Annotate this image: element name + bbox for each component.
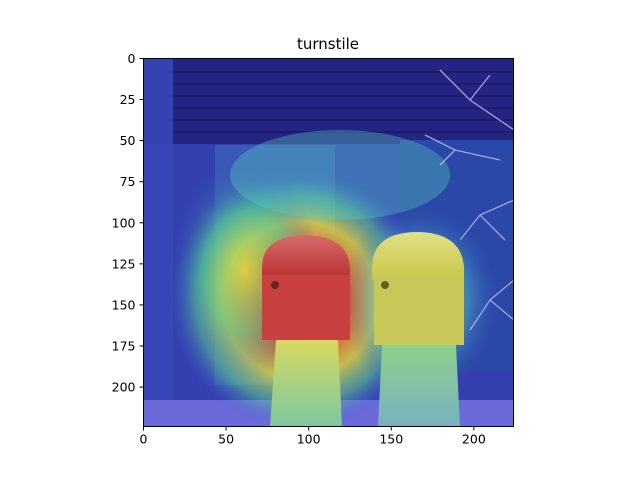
x-tick-label: 100 bbox=[297, 432, 321, 447]
tree-branches bbox=[424, 69, 514, 331]
shutter bbox=[143, 59, 514, 144]
building-edge bbox=[143, 59, 173, 427]
y-tick-label: 50 bbox=[120, 133, 136, 148]
shutter-slats bbox=[170, 71, 514, 133]
y-tick-label: 175 bbox=[112, 339, 136, 354]
x-tick-label: 150 bbox=[379, 432, 403, 447]
y-tick-label: 100 bbox=[112, 215, 136, 230]
parking-meter-left bbox=[262, 235, 350, 427]
y-axis: 0 25 50 75 100 125 150 175 200 bbox=[112, 51, 144, 395]
x-tick-label: 0 bbox=[140, 432, 148, 447]
heatmap-image bbox=[143, 59, 514, 427]
y-tick-label: 200 bbox=[112, 380, 136, 395]
y-tick-label: 75 bbox=[120, 174, 136, 189]
x-tick-label: 50 bbox=[218, 432, 234, 447]
parking-meter-right bbox=[372, 232, 464, 427]
figure-title: turnstile bbox=[297, 35, 359, 53]
axes-frame bbox=[143, 58, 514, 427]
y-tick-label: 0 bbox=[128, 51, 136, 66]
hotspot-top bbox=[230, 130, 450, 220]
y-tick-label: 125 bbox=[112, 256, 136, 271]
y-tick-label: 150 bbox=[112, 297, 136, 312]
y-tick-label: 25 bbox=[120, 92, 136, 107]
x-axis: 0 50 100 150 200 bbox=[140, 426, 486, 447]
x-tick-label: 200 bbox=[462, 432, 486, 447]
